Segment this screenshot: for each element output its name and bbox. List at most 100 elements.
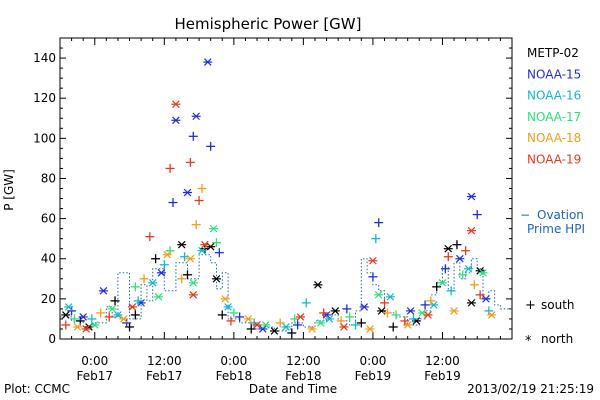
- legend-item-noaa-18: NOAA-18: [527, 131, 581, 145]
- legend-hpi-label-line1: Ovation: [537, 208, 584, 222]
- x-tick-date-label: Feb18: [285, 369, 322, 383]
- point-noaa-15: [98, 287, 108, 295]
- point-noaa-16: [249, 318, 259, 328]
- marker-stroke: [444, 244, 453, 253]
- point-noaa-16: [351, 320, 361, 330]
- marker-stroke: [203, 58, 212, 66]
- marker-stroke: [369, 256, 377, 265]
- marker-stroke: [209, 224, 218, 233]
- marker-stroke: [340, 323, 348, 331]
- point-noaa-16: [464, 264, 474, 273]
- point-noaa-17: [69, 314, 79, 324]
- point-noaa-15: [191, 112, 201, 121]
- point-noaa-16: [223, 303, 233, 311]
- marker-stroke: [467, 192, 476, 201]
- y-tick-label: 0: [48, 332, 56, 346]
- marker-stroke: [308, 325, 316, 333]
- point-noaa-18: [382, 308, 392, 318]
- point-noaa-15: [342, 304, 352, 314]
- point-metp-02: [182, 270, 192, 280]
- y-axis-label: P [GW]: [2, 169, 16, 211]
- legend-north-symbol: *: [525, 334, 532, 349]
- point-noaa-18: [365, 325, 375, 333]
- point-noaa-19: [339, 323, 349, 331]
- marker-stroke: [438, 279, 447, 287]
- point-noaa-19: [368, 256, 378, 265]
- point-noaa-18: [197, 184, 207, 193]
- y-tick-label: 140: [33, 51, 56, 65]
- x-tick-time-label: 0:00: [81, 354, 108, 368]
- point-noaa-16: [324, 315, 334, 323]
- y-axis-ticks: 0 20 40 60 80 100 120 140: [33, 47, 512, 346]
- legend-item-noaa-17: NOAA-17: [527, 110, 581, 124]
- point-noaa-17: [154, 293, 164, 301]
- marker-stroke: [119, 315, 128, 323]
- point-noaa-15: [359, 303, 369, 311]
- marker-stroke: [244, 315, 253, 323]
- marker-stroke: [108, 305, 116, 313]
- point-metp-02: [246, 324, 256, 334]
- point-noaa-15: [188, 131, 198, 141]
- point-noaa-16: [408, 314, 418, 324]
- marker-stroke: [261, 321, 270, 329]
- point-noaa-19: [295, 313, 305, 321]
- marker-stroke: [212, 275, 221, 283]
- point-noaa-18: [72, 323, 82, 331]
- legend-south-symbol: +: [525, 298, 536, 313]
- point-metp-02: [432, 282, 442, 292]
- x-tick-date-label: Feb19: [424, 369, 461, 383]
- hpi-step-line: [60, 254, 512, 332]
- point-noaa-16: [301, 298, 311, 308]
- point-noaa-19: [145, 232, 155, 242]
- x-tick-date-label: Feb17: [77, 369, 114, 383]
- point-noaa-19: [400, 316, 410, 326]
- marker-stroke: [163, 250, 172, 259]
- x-tick-time-label: 0:00: [220, 354, 247, 368]
- marker-stroke: [482, 295, 490, 303]
- legend-item-noaa-15: NOAA-15: [527, 67, 581, 81]
- marker-stroke: [82, 325, 90, 333]
- point-noaa-18: [177, 274, 187, 284]
- chart-title: Hemispheric Power [GW]: [175, 15, 362, 33]
- plot-frame: [59, 37, 513, 340]
- x-tick-date-label: Feb17: [146, 369, 183, 383]
- plot-credit: Plot: CCMC: [4, 382, 70, 396]
- point-noaa-16: [371, 234, 381, 244]
- point-noaa-18: [469, 280, 479, 290]
- point-noaa-17: [130, 282, 140, 292]
- marker-stroke: [316, 319, 325, 327]
- marker-stroke: [90, 321, 99, 329]
- marker-stroke: [331, 307, 340, 315]
- point-noaa-18: [162, 250, 172, 259]
- marker-stroke: [73, 323, 82, 331]
- x-axis-ticks: 0:00Feb1712:00Feb170:00Feb1812:00Feb180:…: [59, 38, 501, 383]
- marker-stroke: [424, 311, 432, 319]
- marker-stroke: [360, 303, 369, 311]
- point-noaa-19: [127, 303, 137, 311]
- point-metp-02: [287, 328, 297, 338]
- marker-stroke: [221, 295, 229, 303]
- legend: METP-02 NOAA-15 NOAA-16 NOAA-17 NOAA-18 NOAA-…: [520, 46, 585, 349]
- marker-stroke: [172, 100, 180, 109]
- point-noaa-16: [133, 296, 143, 306]
- point-metp-02: [313, 281, 323, 289]
- series-markers: [61, 58, 497, 338]
- point-noaa-19: [104, 312, 114, 322]
- marker-stroke: [456, 254, 464, 263]
- marker-stroke: [201, 240, 209, 249]
- point-noaa-19: [466, 226, 476, 235]
- point-metp-02: [61, 311, 71, 319]
- y-tick-label: 120: [33, 91, 56, 105]
- point-noaa-17: [478, 268, 488, 277]
- point-noaa-15: [472, 210, 482, 220]
- marker-stroke: [464, 264, 473, 273]
- point-noaa-15: [78, 313, 88, 321]
- point-noaa-15: [182, 188, 192, 197]
- point-noaa-18: [119, 315, 129, 323]
- marker-stroke: [403, 321, 412, 329]
- point-noaa-16: [484, 306, 494, 316]
- plot-timestamp: 2013/02/19 21:25:19: [467, 382, 594, 396]
- point-noaa-15: [368, 272, 378, 282]
- marker-stroke: [177, 240, 186, 249]
